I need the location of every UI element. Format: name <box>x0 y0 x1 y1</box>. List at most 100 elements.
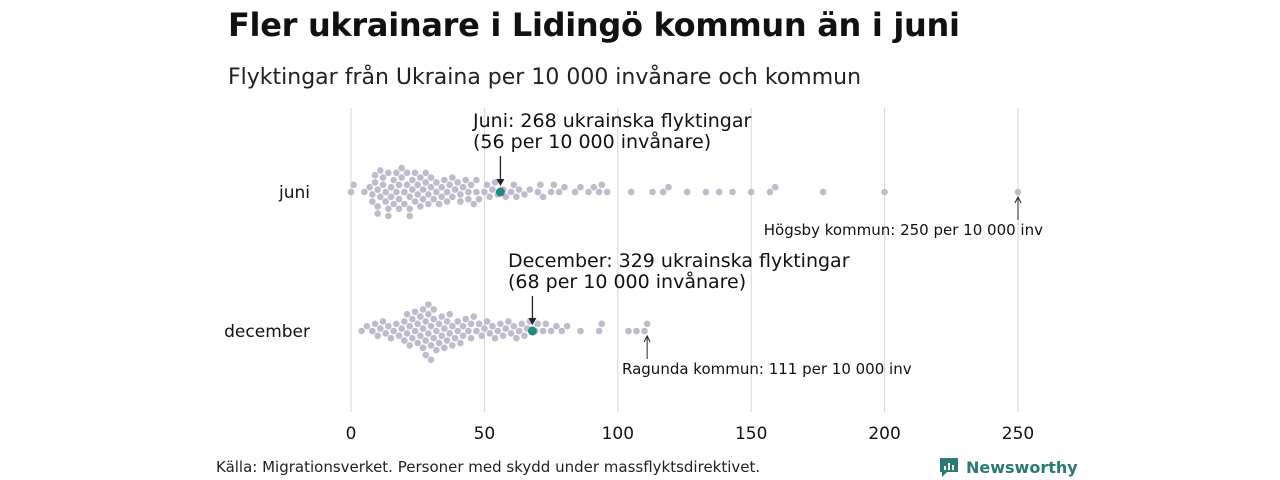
data-point <box>505 318 512 325</box>
data-point <box>491 179 499 186</box>
data-point <box>747 188 755 196</box>
data-point <box>417 313 424 320</box>
chart-subtitle: Flyktingar från Ukraina per 10 000 invån… <box>228 65 862 90</box>
data-point <box>507 330 515 337</box>
data-point <box>363 322 371 330</box>
data-point <box>398 325 405 332</box>
data-point <box>771 183 779 191</box>
data-point <box>478 332 486 340</box>
data-point <box>371 171 379 179</box>
data-point <box>430 306 438 313</box>
data-point <box>435 320 443 328</box>
data-point <box>486 330 494 337</box>
data-point <box>443 337 451 344</box>
data-point <box>401 188 408 196</box>
data-point <box>422 318 430 325</box>
data-point <box>462 176 470 184</box>
data-point <box>502 325 510 332</box>
data-point <box>425 301 432 308</box>
data-point <box>409 334 416 342</box>
data-point <box>403 310 411 318</box>
data-point <box>595 327 603 335</box>
data-point <box>366 183 373 191</box>
data-point <box>385 212 392 220</box>
data-point <box>419 325 427 332</box>
extreme-arrow-head <box>643 334 651 343</box>
data-point <box>382 198 389 205</box>
data-point <box>473 176 480 184</box>
extreme-label: Högsby kommun: 250 per 10 000 inv <box>764 221 1043 239</box>
data-point <box>411 327 419 335</box>
data-point <box>425 191 432 198</box>
brand-name: Newsworthy <box>966 457 1078 477</box>
data-point <box>459 322 467 330</box>
x-tick-label: 150 <box>735 424 767 444</box>
highlight-label-line2: (56 per 10 000 invånare) <box>473 130 711 153</box>
data-point <box>483 181 491 189</box>
data-point <box>518 320 526 328</box>
data-point <box>715 188 723 196</box>
highlight-arrow-head <box>496 179 505 186</box>
data-point <box>459 332 467 340</box>
source-note: Källa: Migrationsverket. Personer med sk… <box>216 458 761 476</box>
data-point <box>419 195 427 203</box>
x-tick-label: 250 <box>1002 424 1034 444</box>
extreme-arrow-head <box>1014 195 1022 204</box>
extreme-label: Ragunda kommun: 111 per 10 000 inv <box>622 360 912 378</box>
data-point <box>683 188 691 196</box>
data-point <box>534 320 542 328</box>
x-tick-label: 50 <box>474 424 496 444</box>
data-point <box>387 193 395 201</box>
data-point <box>571 188 579 196</box>
data-point <box>659 188 667 196</box>
data-point <box>467 334 475 342</box>
data-point <box>465 188 472 196</box>
data-point <box>534 188 542 196</box>
data-point <box>483 318 491 325</box>
data-point <box>451 186 459 193</box>
data-point <box>430 315 438 323</box>
data-point <box>374 186 381 193</box>
data-point <box>433 327 440 335</box>
data-point <box>422 351 430 359</box>
data-point <box>598 181 606 189</box>
data-point <box>489 186 496 193</box>
data-point <box>515 327 523 335</box>
chart-title: Fler ukrainare i Lidingö kommun än i jun… <box>228 6 960 44</box>
data-point <box>507 188 515 196</box>
data-point <box>489 322 496 330</box>
data-point <box>385 169 392 177</box>
data-point <box>510 322 518 330</box>
data-point <box>403 181 411 189</box>
data-point <box>377 193 384 201</box>
data-point <box>465 327 472 335</box>
data-point <box>390 176 397 184</box>
data-point <box>433 346 440 354</box>
highlight-arrow-head <box>528 318 537 325</box>
data-point <box>385 205 392 213</box>
data-point <box>358 327 365 335</box>
data-point <box>881 188 888 196</box>
data-point <box>598 320 606 328</box>
data-point <box>425 330 432 337</box>
beeswarm-chart: 0 50 100 150 200 250 juni Juni: 268 ukrainska f… <box>224 108 1043 444</box>
data-point <box>513 193 520 201</box>
data-point <box>433 188 440 196</box>
data-point <box>425 310 432 318</box>
data-point <box>441 176 448 184</box>
data-point <box>427 356 435 364</box>
data-point <box>561 183 568 191</box>
data-point <box>627 188 635 196</box>
data-point <box>441 344 448 352</box>
data-point <box>371 320 379 328</box>
highlight-point <box>527 326 537 336</box>
data-point <box>427 342 435 349</box>
data-point <box>521 332 528 340</box>
data-point <box>513 334 520 342</box>
data-point <box>403 330 411 337</box>
data-point <box>369 191 376 198</box>
data-point <box>427 322 435 330</box>
data-point <box>427 174 435 181</box>
data-point <box>350 181 357 189</box>
data-point <box>502 193 510 201</box>
